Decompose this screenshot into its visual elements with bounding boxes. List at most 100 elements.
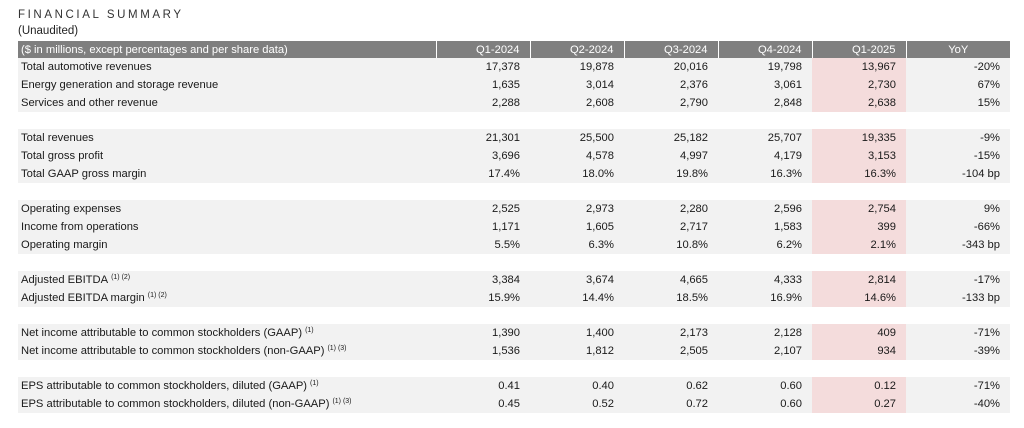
value-cell: 16.9% (718, 289, 812, 307)
row-label-cell: Adjusted EBITDA (1) (2) (18, 271, 436, 289)
value-cell: 1,171 (436, 218, 530, 236)
table-row: Services and other revenue 2,288 2,608 2,79… (18, 94, 1010, 112)
value-cell: 9% (906, 200, 1010, 218)
value-cell: 1,400 (530, 324, 624, 342)
value-cell: 15.9% (436, 289, 530, 307)
section-spacer (18, 307, 1010, 324)
value-cell: 20,016 (624, 58, 718, 76)
value-cell: 3,696 (436, 147, 530, 165)
value-cell: 6.2% (718, 236, 812, 254)
value-cell: 25,707 (718, 129, 812, 147)
value-cell: 2,596 (718, 200, 812, 218)
value-cell: 2,717 (624, 218, 718, 236)
value-cell: -66% (906, 218, 1010, 236)
value-cell: 4,578 (530, 147, 624, 165)
row-label: EPS attributable to common stockholders,… (21, 398, 330, 410)
table-row: Total automotive revenues 17,378 19,878 20,… (18, 58, 1010, 76)
value-cell: 16.3% (718, 165, 812, 183)
footnote-marker: (1) (3) (327, 345, 347, 352)
table-row: Income from operations 1,171 1,605 2,717 1,5… (18, 218, 1010, 236)
value-cell: 14.4% (530, 289, 624, 307)
row-label-cell: Adjusted EBITDA margin (1) (2) (18, 289, 436, 307)
value-cell: 10.8% (624, 236, 718, 254)
value-cell: 2,107 (718, 342, 812, 360)
highlighted-value-cell: 2.1% (812, 236, 906, 254)
value-cell: 1,812 (530, 342, 624, 360)
value-cell: 25,182 (624, 129, 718, 147)
value-cell: -133 bp (906, 289, 1010, 307)
row-label-cell: Income from operations (18, 218, 436, 236)
page-title: FINANCIAL SUMMARY (18, 9, 184, 21)
table-row: Total revenues 21,301 25,500 25,182 25,707 19… (18, 129, 1010, 147)
highlighted-value-cell: 409 (812, 324, 906, 342)
value-cell: 3,061 (718, 76, 812, 94)
footnote-marker: (1) (2) (111, 274, 131, 281)
row-label: Total gross profit (21, 150, 104, 162)
highlighted-value-cell: 14.6% (812, 289, 906, 307)
row-label: Adjusted EBITDA (21, 274, 109, 286)
value-cell: 17.4% (436, 165, 530, 183)
financial-summary-table: ($ in millions, except percentages and p… (18, 41, 1010, 413)
row-label-cell: Operating margin (18, 236, 436, 254)
value-cell: 25,500 (530, 129, 624, 147)
row-label: Income from operations (21, 221, 139, 233)
highlighted-value-cell: 3,153 (812, 147, 906, 165)
value-cell: 0.45 (436, 395, 530, 413)
row-label-cell: Energy generation and storage revenue (18, 76, 436, 94)
table-row: EPS attributable to common stockholders,… (18, 395, 1010, 413)
value-cell: 19,798 (718, 58, 812, 76)
value-cell: 2,848 (718, 94, 812, 112)
value-cell: -9% (906, 129, 1010, 147)
value-cell: 2,173 (624, 324, 718, 342)
row-label-cell: Total revenues (18, 129, 436, 147)
row-label: Energy generation and storage revenue (21, 79, 219, 91)
footnote-marker: (1) (2) (147, 292, 167, 299)
row-label-cell: EPS attributable to common stockholders,… (18, 395, 436, 413)
value-cell: 4,665 (624, 271, 718, 289)
value-cell: 3,674 (530, 271, 624, 289)
row-label-cell: Total GAAP gross margin (18, 165, 436, 183)
row-label: Total GAAP gross margin (21, 168, 147, 180)
value-cell: 4,333 (718, 271, 812, 289)
row-label-cell: Net income attributable to common stockh… (18, 342, 436, 360)
highlighted-value-cell: 2,754 (812, 200, 906, 218)
value-cell: 6.3% (530, 236, 624, 254)
column-header: YoY (906, 41, 1010, 58)
value-cell: 2,376 (624, 76, 718, 94)
highlighted-value-cell: 934 (812, 342, 906, 360)
value-cell: 1,536 (436, 342, 530, 360)
footnote-marker: (1) (310, 380, 319, 387)
value-cell: 1,605 (530, 218, 624, 236)
highlighted-value-cell: 0.12 (812, 377, 906, 395)
row-label-cell: Operating expenses (18, 200, 436, 218)
value-cell: 0.40 (530, 377, 624, 395)
column-header: Q2-2024 (530, 41, 625, 58)
value-cell: 19,878 (530, 58, 624, 76)
highlighted-value-cell: 19,335 (812, 129, 906, 147)
row-label: Total revenues (21, 132, 94, 144)
table-row: Energy generation and storage revenue 1,6… (18, 76, 1010, 94)
table-header-row: ($ in millions, except percentages and p… (18, 41, 1010, 58)
table-body: Total automotive revenues 17,378 19,878 20,… (18, 58, 1010, 413)
value-cell: 2,608 (530, 94, 624, 112)
page-subtitle: (Unaudited) (18, 25, 79, 37)
value-cell: -343 bp (906, 236, 1010, 254)
value-cell: 19.8% (624, 165, 718, 183)
value-cell: 4,179 (718, 147, 812, 165)
value-cell: 0.41 (436, 377, 530, 395)
value-cell: 1,583 (718, 218, 812, 236)
footnote-marker: (1) (305, 327, 314, 334)
value-cell: 18.0% (530, 165, 624, 183)
row-label: EPS attributable to common stockholders,… (21, 380, 308, 392)
highlighted-value-cell: 0.27 (812, 395, 906, 413)
value-cell: -17% (906, 271, 1010, 289)
row-label: Adjusted EBITDA margin (21, 292, 145, 304)
value-cell: -39% (906, 342, 1010, 360)
value-cell: 0.52 (530, 395, 624, 413)
value-cell: 3,014 (530, 76, 624, 94)
table-row: Operating expenses 2,525 2,973 2,280 2,596 2,… (18, 200, 1010, 218)
section-spacer (18, 254, 1010, 271)
highlighted-value-cell: 2,814 (812, 271, 906, 289)
row-label: Operating margin (21, 239, 108, 251)
value-cell: 0.60 (718, 377, 812, 395)
